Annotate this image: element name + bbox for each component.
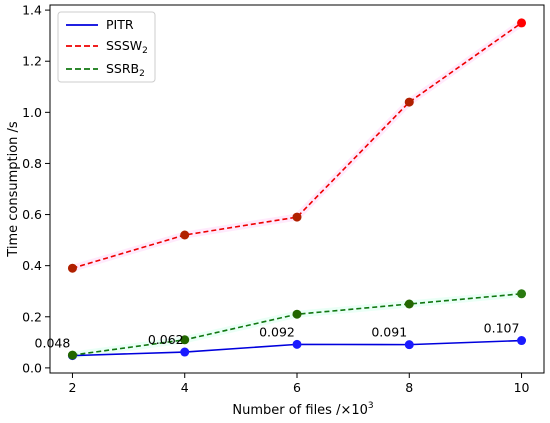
legend-label-ssrb2-sub: 2 (139, 69, 145, 79)
series-point-2-0 (67, 350, 77, 360)
y-axis-label: Time consumption /s (6, 121, 21, 258)
x-axis-label-exponent: 3 (368, 401, 374, 411)
y-tick-label-2: 0.4 (22, 258, 42, 273)
x-axis-label-text: Number of files /×10 (232, 403, 368, 418)
y-tick-label-3: 0.6 (22, 207, 42, 222)
x-tick-label-0: 2 (68, 380, 76, 395)
x-tick-label-2: 6 (293, 380, 301, 395)
series-point-1-1 (180, 230, 190, 240)
y-tick-label-5: 1.0 (22, 105, 42, 120)
data-label-2: 0.092 (259, 324, 295, 339)
series-point-0-1 (180, 347, 190, 357)
plot-area: 0.048 0.062 0.092 0.091 0.107 (35, 18, 527, 361)
series-point-1-3 (404, 97, 414, 107)
legend-label-ssrb2: SSRB2 (106, 61, 145, 79)
x-tick-label-1: 4 (181, 380, 189, 395)
x-axis-label: Number of files /×103 (232, 401, 373, 418)
legend: PITR SSSW2 SSRB2 (57, 11, 156, 83)
series-point-2-4 (517, 289, 527, 299)
legend-label-sssw2: SSSW2 (106, 38, 148, 56)
x-tick-label-3: 8 (405, 380, 413, 395)
legend-label-sssw2-sub: 2 (142, 46, 148, 56)
series-point-1-0 (67, 263, 77, 273)
series-point-1-4 (517, 18, 527, 28)
series-point-0-4 (517, 336, 527, 346)
series-point-2-2 (292, 309, 302, 319)
data-label-3: 0.091 (371, 325, 407, 340)
series-point-2-1 (180, 335, 190, 345)
legend-label-pitr: PITR (106, 17, 134, 32)
data-label-0: 0.048 (35, 336, 71, 351)
data-label-4: 0.107 (484, 321, 520, 336)
axes: 2 4 6 8 10 0.0 0.2 0.4 0.6 0.8 1.0 1.2 1.4 (22, 3, 529, 395)
series-point-0-2 (292, 339, 302, 349)
series-point-1-2 (292, 212, 302, 222)
x-tick-label-4: 10 (514, 380, 530, 395)
y-tick-label-0: 0.0 (22, 360, 42, 375)
y-tick-label-4: 0.8 (22, 156, 42, 171)
y-tick-label-6: 1.2 (22, 54, 42, 69)
data-label-1: 0.062 (148, 332, 184, 347)
legend-box (57, 11, 156, 83)
series-point-2-3 (404, 299, 414, 309)
y-tick-label-1: 0.2 (22, 309, 42, 324)
legend-label-ssrb2-text: SSRB (106, 61, 139, 76)
series-point-0-3 (404, 340, 414, 350)
legend-label-pitr-text: PITR (106, 17, 134, 32)
legend-label-sssw2-text: SSSW (106, 38, 142, 53)
y-tick-label-7: 1.4 (22, 3, 42, 18)
